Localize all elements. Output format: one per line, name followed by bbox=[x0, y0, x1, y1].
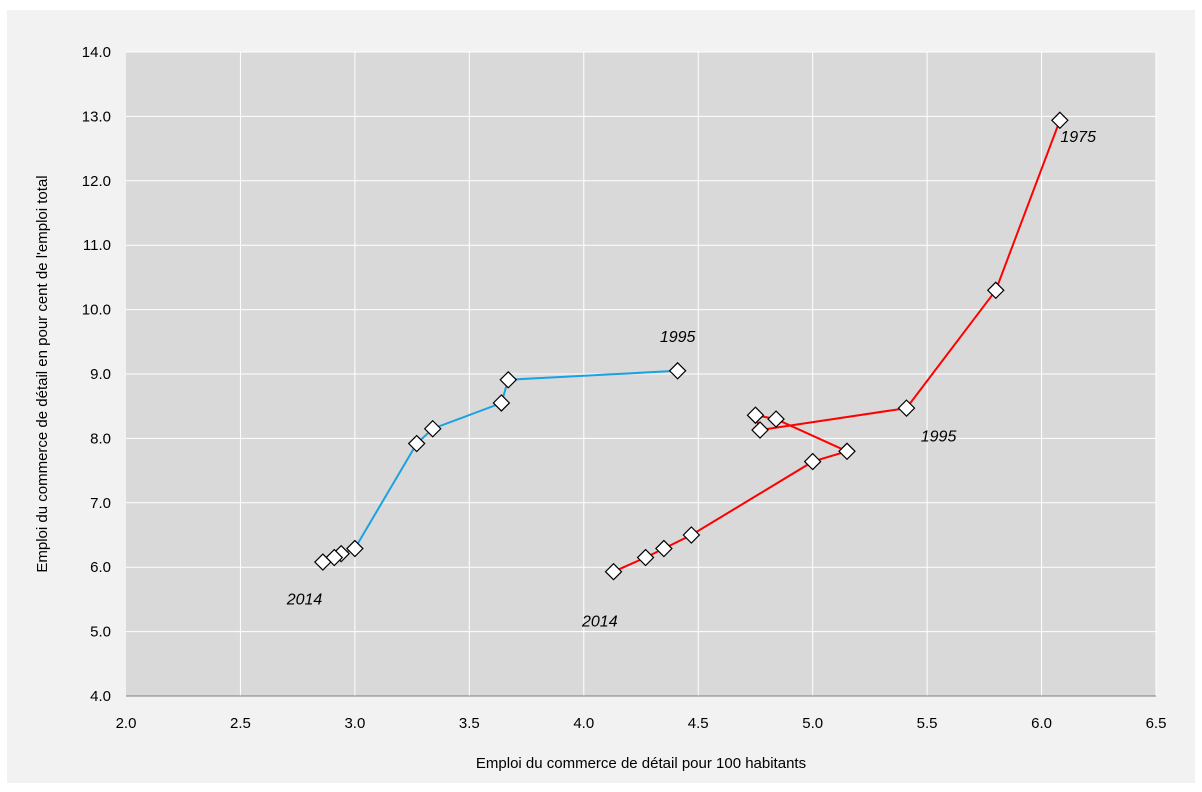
x-tick-label: 2.0 bbox=[116, 715, 137, 732]
year-annotation: 1995 bbox=[921, 429, 957, 446]
year-annotation: 2014 bbox=[581, 613, 618, 630]
y-axis-title: Emploi du commerce de détail en pour cen… bbox=[34, 175, 51, 572]
x-axis-title: Emploi du commerce de détail pour 100 ha… bbox=[476, 755, 806, 772]
series-2 bbox=[604, 111, 1069, 581]
y-tick-label: 6.0 bbox=[90, 559, 111, 576]
x-tick-label: 6.0 bbox=[1031, 715, 1052, 732]
y-tick-label: 13.0 bbox=[82, 108, 111, 125]
series-1 bbox=[313, 361, 687, 571]
x-tick-label: 4.0 bbox=[573, 715, 594, 732]
x-tick-label: 6.5 bbox=[1146, 715, 1167, 732]
data-point bbox=[313, 553, 332, 571]
chart-frame: 2.0 2.5 3.0 3.5 4.0 4.5 5.0 5.5 6.0 6.5 4.0 5.0 6.0… bbox=[7, 10, 1195, 783]
year-annotation: 1995 bbox=[660, 329, 696, 346]
x-tick-label: 3.0 bbox=[344, 715, 365, 732]
y-tick-label: 10.0 bbox=[82, 302, 111, 319]
data-point bbox=[407, 434, 426, 453]
x-tick-label: 2.5 bbox=[230, 715, 251, 732]
y-tick-label: 5.0 bbox=[90, 624, 111, 641]
data-point bbox=[746, 406, 765, 425]
x-tick-label: 3.5 bbox=[459, 715, 480, 732]
data-point bbox=[499, 370, 518, 389]
x-tick-label: 4.5 bbox=[688, 715, 709, 732]
data-point bbox=[1051, 111, 1069, 130]
data-point bbox=[636, 548, 655, 567]
data-point bbox=[897, 399, 916, 417]
y-tick-label: 11.0 bbox=[83, 237, 111, 254]
y-tick-label: 8.0 bbox=[90, 430, 111, 447]
data-point bbox=[838, 442, 856, 461]
y-tick-label: 7.0 bbox=[90, 495, 111, 512]
scatter-chart: 2.0 2.5 3.0 3.5 4.0 4.5 5.0 5.5 6.0 6.5 4.0 5.0 6.0… bbox=[34, 44, 1167, 772]
year-annotation: 2014 bbox=[286, 592, 323, 609]
y-tick-label: 14.0 bbox=[82, 44, 111, 61]
data-point bbox=[803, 452, 822, 471]
series-layer bbox=[313, 111, 1069, 581]
y-tick-label: 4.0 bbox=[90, 688, 111, 705]
data-point bbox=[604, 562, 623, 581]
data-point bbox=[492, 394, 511, 412]
y-tick-label: 12.0 bbox=[82, 173, 111, 190]
x-tick-labels: 2.0 2.5 3.0 3.5 4.0 4.5 5.0 5.5 6.0 6.5 bbox=[116, 715, 1167, 732]
y-tick-label: 9.0 bbox=[90, 366, 111, 383]
data-point bbox=[751, 421, 769, 439]
year-annotation: 1975 bbox=[1060, 129, 1096, 146]
data-point bbox=[986, 281, 1005, 300]
data-point bbox=[682, 526, 701, 544]
data-point bbox=[423, 419, 442, 438]
y-tick-labels: 4.0 5.0 6.0 7.0 8.0 9.0 10.0 11.0 12.0 13.0 14.0 bbox=[82, 44, 111, 705]
grid-lines bbox=[126, 51, 1157, 696]
data-point bbox=[346, 539, 364, 558]
x-tick-label: 5.0 bbox=[802, 715, 823, 732]
annotations: 1995 2014 1975 1995 2014 bbox=[286, 129, 1096, 630]
data-point bbox=[655, 539, 673, 558]
data-point bbox=[668, 361, 687, 380]
data-point bbox=[767, 410, 785, 428]
x-tick-label: 5.5 bbox=[917, 715, 938, 732]
